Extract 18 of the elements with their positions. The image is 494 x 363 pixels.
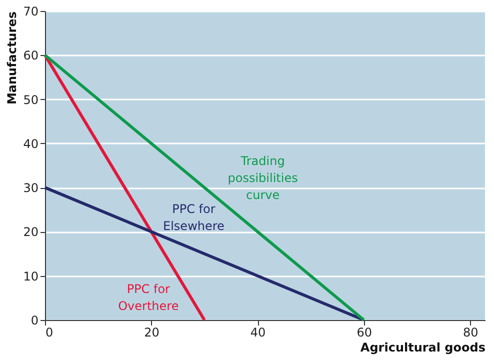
annotation: Trading possibilities curve (228, 154, 298, 202)
x-tick-label: 0 (46, 326, 54, 340)
y-tick-label: 30 (23, 181, 38, 196)
annotation: PPC for Elsewhere (163, 202, 224, 233)
y-tick-label: 0 (30, 314, 38, 328)
x-tick-label: 20 (144, 326, 160, 340)
y-tick-label: 60 (23, 48, 38, 63)
x-tick-label: 60 (356, 326, 372, 340)
y-tick-label: 70 (23, 4, 38, 18)
x-tick-label: 40 (250, 326, 266, 340)
annotation: PPC for Overthere (118, 282, 179, 314)
y-axis-title: Manufactures (5, 12, 20, 105)
y-tick-label: 20 (23, 225, 38, 240)
y-tick-label: 10 (23, 269, 38, 284)
y-tick-label: 40 (23, 136, 38, 151)
y-tick-label: 50 (23, 92, 38, 107)
x-axis-title: Agricultural goods (360, 340, 486, 354)
x-tick-label: 80 (462, 326, 478, 340)
